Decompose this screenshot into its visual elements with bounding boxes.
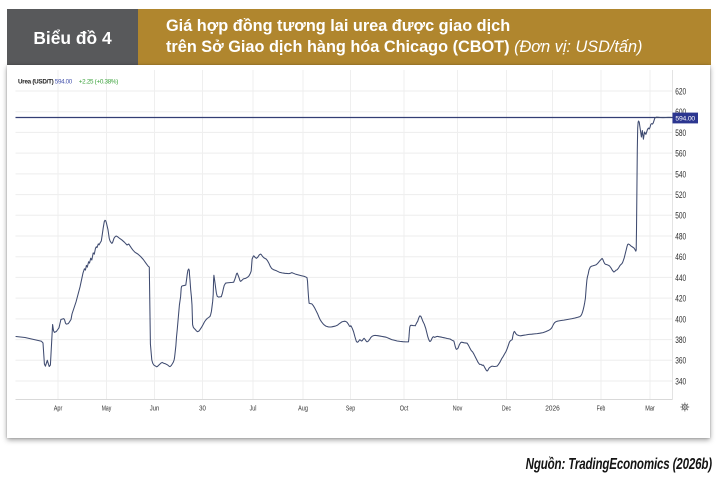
svg-text:Oct: Oct <box>400 404 409 413</box>
svg-text:+2.25 (+0.38%): +2.25 (+0.38%) <box>79 78 118 85</box>
svg-text:540: 540 <box>675 169 686 180</box>
svg-text:580: 580 <box>675 128 686 139</box>
svg-text:480: 480 <box>675 231 686 242</box>
svg-text:420: 420 <box>675 294 686 305</box>
svg-text:620: 620 <box>675 86 686 97</box>
svg-text:594.00: 594.00 <box>55 78 73 85</box>
svg-text:340: 340 <box>675 376 686 387</box>
svg-text:500: 500 <box>675 211 686 222</box>
svg-text:Nov: Nov <box>453 404 463 413</box>
svg-text:Apr: Apr <box>54 404 63 413</box>
svg-text:Feb: Feb <box>597 404 606 413</box>
svg-text:Dec: Dec <box>502 404 511 413</box>
svg-text:440: 440 <box>675 273 686 284</box>
svg-text:Urea (USD/T): Urea (USD/T) <box>18 78 54 85</box>
svg-text:360: 360 <box>675 356 686 367</box>
svg-text:520: 520 <box>675 190 686 201</box>
svg-text:Jun: Jun <box>150 404 160 413</box>
svg-text:30: 30 <box>199 404 206 413</box>
svg-text:May: May <box>102 404 112 413</box>
svg-text:400: 400 <box>675 314 686 325</box>
svg-text:Mar: Mar <box>645 404 655 413</box>
svg-text:Aug: Aug <box>298 404 308 413</box>
svg-text:460: 460 <box>675 252 686 263</box>
svg-text:594.00: 594.00 <box>675 116 695 123</box>
svg-text:560: 560 <box>675 149 686 160</box>
svg-text:2026: 2026 <box>545 404 560 413</box>
svg-text:380: 380 <box>675 335 686 346</box>
svg-text:Sep: Sep <box>346 404 355 413</box>
svg-text:Jul: Jul <box>250 404 257 413</box>
